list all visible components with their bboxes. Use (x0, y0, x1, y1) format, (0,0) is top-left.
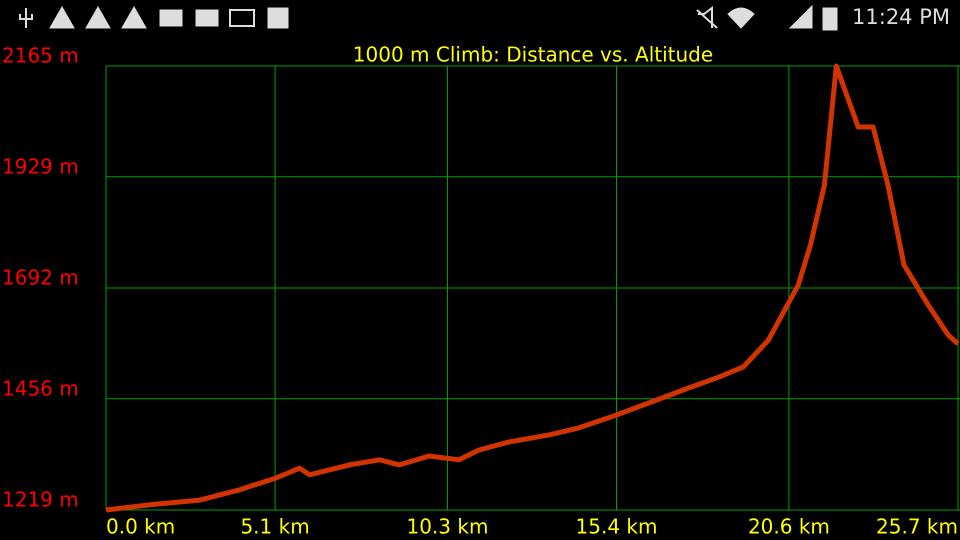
x-tick-label: 20.6 km (748, 515, 830, 539)
mute-icon (696, 6, 718, 29)
mail-icon (159, 9, 183, 27)
voicemail-icon (229, 9, 255, 27)
y-tick-label: 1929 m (2, 154, 79, 178)
y-tick-label: 1219 m (2, 488, 79, 512)
warning-icon (49, 5, 75, 29)
warning-icon (85, 5, 111, 29)
battery-icon (822, 7, 838, 31)
status-icons (19, 4, 838, 31)
x-tick-label: 10.3 km (406, 515, 488, 539)
plot: 1219 m 1456 m 1692 m 1929 m 2165 m 0.0 km 5.1 … (2, 44, 960, 539)
usb-icon (19, 8, 33, 28)
wifi-icon (727, 7, 755, 29)
y-tick-label: 1692 m (2, 266, 79, 290)
mail-icon (195, 9, 219, 27)
chart-title: 1000 m Climb: Distance vs. Altitude (353, 43, 713, 67)
clock: 11:24 PM (852, 5, 950, 29)
x-tick-label: 25.7 km (876, 515, 958, 539)
y-tick-label: 2165 m (2, 44, 79, 68)
task-icon (267, 7, 289, 29)
warning-icon (121, 5, 147, 29)
x-tick-label: 0.0 km (106, 515, 175, 539)
signal-icon (788, 4, 813, 29)
x-tick-label: 15.4 km (576, 515, 658, 539)
y-tick-label: 1456 m (2, 376, 79, 400)
altitude-line (105, 63, 960, 513)
x-tick-label: 5.1 km (240, 515, 309, 539)
